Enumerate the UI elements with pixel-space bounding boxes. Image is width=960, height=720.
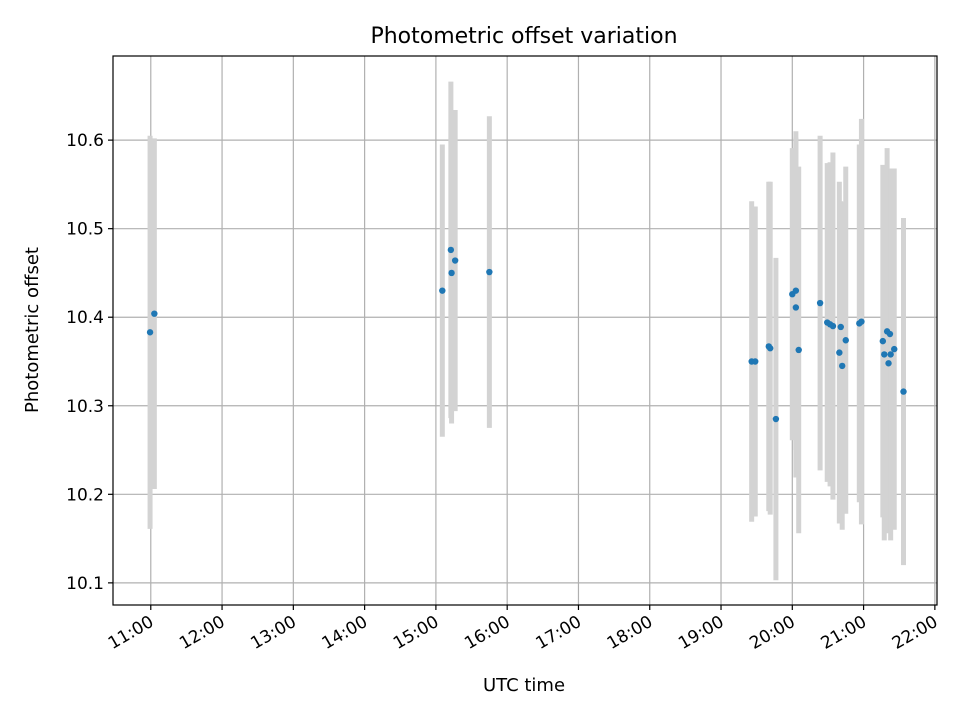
data-point: [881, 351, 888, 358]
data-point: [767, 345, 774, 352]
data-point: [887, 351, 894, 358]
data-point: [829, 322, 837, 330]
plot-area-frame: [112, 55, 938, 606]
y-tick-label: 10.3: [66, 397, 104, 417]
chart-title: Photometric offset variation: [370, 24, 677, 49]
data-point: [885, 360, 892, 367]
data-point: [447, 246, 455, 254]
data-point: [879, 337, 887, 345]
data-point: [146, 329, 154, 336]
data-point: [752, 358, 759, 365]
data-point: [838, 362, 846, 370]
data-point: [151, 310, 158, 317]
data-point: [451, 257, 459, 264]
y-axis-ticks: 10.1 10.2 10.3 10.4 10.5 10.6: [66, 131, 113, 594]
data-points: [146, 246, 907, 423]
data-point: [891, 345, 898, 353]
data-point: [886, 330, 894, 338]
data-point: [439, 287, 446, 294]
data-point: [858, 318, 865, 325]
data-point: [837, 323, 844, 331]
data-point: [842, 337, 849, 344]
data-point: [792, 304, 800, 311]
y-tick-label: 10.6: [66, 131, 104, 151]
data-point: [448, 269, 455, 277]
x-axis-label: UTC time: [483, 675, 565, 696]
y-axis-label: Photometric offset: [22, 247, 43, 413]
data-point: [486, 268, 493, 276]
y-tick-label: 10.5: [66, 220, 104, 240]
data-point: [816, 299, 824, 307]
data-point: [900, 388, 907, 395]
y-tick-label: 10.2: [66, 485, 104, 505]
data-point: [795, 346, 802, 354]
y-tick-label: 10.4: [66, 308, 104, 328]
data-point: [772, 415, 780, 423]
data-point: [836, 349, 843, 356]
y-tick-label: 10.1: [66, 574, 104, 594]
data-point: [792, 287, 800, 294]
